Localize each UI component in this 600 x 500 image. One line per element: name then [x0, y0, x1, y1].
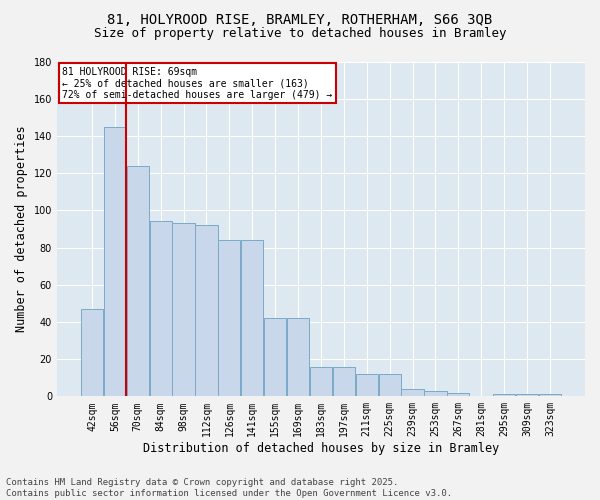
Bar: [81, 309, 103, 396]
Bar: [149, 222, 172, 396]
Text: Size of property relative to detached houses in Bramley: Size of property relative to detached ho…: [94, 28, 506, 40]
Bar: [539, 394, 561, 396]
Bar: [127, 166, 149, 396]
Bar: [196, 225, 218, 396]
Bar: [241, 240, 263, 396]
Bar: [356, 374, 378, 396]
Bar: [264, 318, 286, 396]
Y-axis label: Number of detached properties: Number of detached properties: [15, 126, 28, 332]
Bar: [287, 318, 309, 396]
Bar: [172, 224, 195, 396]
Bar: [310, 366, 332, 396]
Bar: [516, 394, 538, 396]
Text: Contains HM Land Registry data © Crown copyright and database right 2025.
Contai: Contains HM Land Registry data © Crown c…: [6, 478, 452, 498]
Bar: [333, 366, 355, 396]
Bar: [104, 126, 126, 396]
Text: 81, HOLYROOD RISE, BRAMLEY, ROTHERHAM, S66 3QB: 81, HOLYROOD RISE, BRAMLEY, ROTHERHAM, S…: [107, 12, 493, 26]
Bar: [447, 392, 469, 396]
Bar: [218, 240, 241, 396]
Text: 81 HOLYROOD RISE: 69sqm
← 25% of detached houses are smaller (163)
72% of semi-d: 81 HOLYROOD RISE: 69sqm ← 25% of detache…: [62, 66, 332, 100]
Bar: [424, 391, 446, 396]
Bar: [379, 374, 401, 396]
Bar: [401, 389, 424, 396]
Bar: [493, 394, 515, 396]
X-axis label: Distribution of detached houses by size in Bramley: Distribution of detached houses by size …: [143, 442, 499, 455]
